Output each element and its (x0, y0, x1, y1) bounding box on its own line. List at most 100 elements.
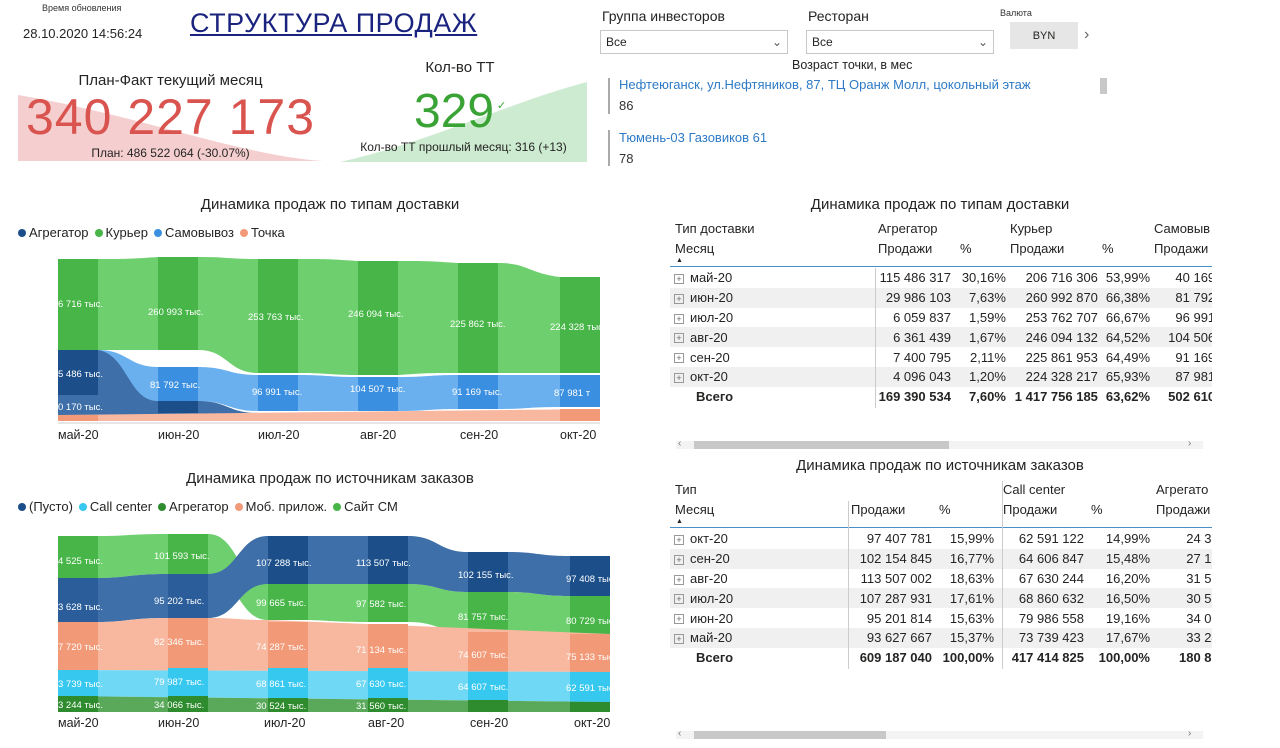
investors-slicer-label: Группа инвесторов (602, 8, 725, 24)
tt-kpi-background (340, 82, 587, 162)
x-tick: июл-20 (258, 428, 300, 442)
bar-aggregator (158, 401, 198, 413)
check-icon: ✓ (497, 100, 507, 112)
sort-arrow-icon[interactable]: ▲ (676, 518, 683, 525)
data-label: 253 763 тыс. (248, 312, 304, 323)
plan-kpi-flag: ! (308, 106, 312, 118)
legend-item[interactable]: Агрегатор (158, 499, 229, 514)
table-row[interactable]: + июн-20 29 986 103 7,63% 260 992 870 66,38% 8… (670, 287, 1212, 308)
data-label: 225 862 тыс. (450, 319, 506, 330)
bar-point (560, 409, 600, 421)
legend-item[interactable]: (Пусто) (18, 499, 73, 514)
table-row[interactable]: + сен-20 102 154 845 16,77% 64 606 847 15,48%… (670, 548, 1212, 569)
table-row[interactable]: + окт-20 4 096 043 1,20% 224 328 217 65,93% 87… (670, 366, 1212, 387)
table-row[interactable]: + май-20 115 486 317 30,16% 206 716 306 53,99… (670, 268, 1212, 288)
table-row[interactable]: + авг-20 113 507 002 18,63% 67 630 244 16,20%… (670, 569, 1212, 589)
scroll-right-icon[interactable]: › (1188, 438, 1192, 449)
bar-pickup (458, 375, 498, 409)
svg-text:3 739 тыс.: 3 739 тыс. (58, 679, 103, 690)
delivery-h-scrollbar[interactable] (676, 441, 1203, 449)
x-tick: май-20 (58, 716, 99, 730)
svg-text:64 607 тыс.: 64 607 тыс. (458, 682, 508, 693)
bar-pickup (158, 367, 198, 401)
table-row[interactable]: + июл-20 107 287 931 17,61% 68 860 632 16,50%… (670, 588, 1212, 609)
table-row[interactable]: + июл-20 6 059 837 1,59% 253 762 707 66,67% 96… (670, 308, 1212, 328)
currency-button[interactable]: BYN (1010, 22, 1078, 49)
delivery-table-title: Динамика продаж по типам доставки (810, 196, 1070, 213)
age-item-name[interactable]: Нефтеюганск, ул.Нефтяников, 87, ТЦ Оранж… (619, 77, 1031, 92)
scroll-left-icon[interactable]: ‹ (678, 438, 682, 449)
bar-courier (158, 257, 198, 350)
data-label: 224 328 тыс. (550, 322, 600, 333)
x-tick: июн-20 (158, 716, 200, 730)
delivery-chart-title: Динамика продаж по типам доставки (200, 196, 460, 213)
table-total-row: Всего 169 390 534 7,60% 1 417 756 185 63,62%… (696, 389, 1212, 405)
age-scrollbar[interactable] (1100, 78, 1107, 94)
plan-kpi-label: План-Факт текущий месяц (78, 72, 263, 89)
legend-item[interactable]: Курьер (94, 225, 148, 240)
page-title: СТРУКТУРА ПРОДАЖ (190, 8, 478, 38)
ribbon-aggregator (58, 350, 600, 417)
data-label: 87 981 т (554, 388, 591, 399)
bar-courier (258, 259, 298, 373)
table-row[interactable]: + июн-20 95 201 814 15,63% 79 986 558 19,16% 3… (670, 608, 1212, 628)
currency-label: Валюта (1000, 8, 1032, 18)
table-row[interactable]: + авг-20 6 361 439 1,67% 246 094 132 64,52% 10… (670, 327, 1212, 348)
source-h-scrollbar[interactable] (676, 731, 1203, 739)
svg-text:3 628 тыс.: 3 628 тыс. (58, 602, 103, 613)
source-chart-title: Динамика продаж по источникам заказов (186, 470, 474, 487)
tt-kpi-sub: Кол-во ТТ прошлый месяц: 316 (+13) (360, 140, 567, 154)
ribbon-point (58, 409, 600, 421)
tt-kpi-value: 329 (414, 85, 495, 138)
data-label: 91 169 тыс. (452, 387, 502, 398)
investors-slicer-value: Все (606, 35, 627, 49)
svg-text:67 630 тыс.: 67 630 тыс. (356, 679, 406, 690)
svg-text:31 560 тыс.: 31 560 тыс. (356, 701, 406, 712)
x-tick: май-20 (58, 428, 99, 442)
x-tick: июн-20 (158, 428, 200, 442)
sort-arrow-icon[interactable]: ▲ (676, 257, 683, 264)
data-label: 5 486 тыс. (58, 369, 103, 380)
delivery-chart-legend: Агрегатор Курьер Самовывоз Точка (18, 225, 285, 240)
x-tick: авг-20 (360, 428, 397, 442)
legend-item[interactable]: Моб. прилож. (234, 499, 327, 514)
chevron-down-icon: ⌄ (977, 35, 989, 49)
svg-text:102 155 тыс.: 102 155 тыс. (458, 570, 514, 581)
scroll-right-icon[interactable]: › (1188, 728, 1192, 739)
svg-text:101 593 тыс.: 101 593 тыс. (154, 551, 210, 562)
svg-text:30 524 тыс.: 30 524 тыс. (256, 701, 306, 712)
legend-item[interactable]: Самовывоз (153, 225, 234, 240)
svg-text:7 720 тыс.: 7 720 тыс. (58, 642, 103, 653)
data-label: 0 170 тыс. (58, 402, 103, 413)
table-row[interactable]: + май-20 93 627 667 15,37% 73 739 423 17,67% 3… (670, 627, 1212, 648)
delivery-ribbon-chart: 6 716 тыс. 260 993 тыс. 253 763 тыс. 246… (58, 257, 600, 424)
table-row[interactable]: + окт-20 97 407 781 15,99% 62 591 122 14,99% 2… (670, 529, 1212, 549)
chevron-right-icon[interactable]: › (1084, 26, 1090, 43)
x-tick: сен-20 (470, 716, 509, 730)
chevron-down-icon: ⌄ (771, 35, 783, 49)
restaurant-slicer[interactable]: Все ⌄ (806, 30, 994, 54)
legend-item[interactable]: Сайт СМ (333, 499, 398, 514)
table-row[interactable]: + сен-20 7 400 795 2,11% 225 861 953 64,49% 91… (670, 347, 1212, 367)
svg-text:113 507 тыс.: 113 507 тыс. (356, 558, 411, 569)
age-item-value: 86 (619, 98, 634, 113)
legend-item[interactable]: Call center (78, 499, 152, 514)
data-label: 81 792 тыс. (150, 380, 200, 391)
scroll-left-icon[interactable]: ‹ (678, 728, 682, 739)
svg-text:34 066 тыс.: 34 066 тыс. (154, 700, 204, 711)
bar-courier (560, 277, 600, 373)
legend-item[interactable]: Точка (239, 225, 285, 240)
age-item-name[interactable]: Тюмень-03 Газовиков 61 (619, 130, 768, 145)
svg-text:74 607 тыс.: 74 607 тыс. (458, 650, 508, 661)
svg-text:97 582 тыс.: 97 582 тыс. (356, 599, 406, 610)
legend-item[interactable]: Агрегатор (18, 225, 89, 240)
tt-kpi-label: Кол-во ТТ (425, 59, 495, 76)
age-item-marker (608, 130, 610, 166)
x-tick: июл-20 (264, 716, 306, 730)
bar-courier (58, 259, 98, 350)
bar-pickup (358, 377, 398, 411)
svg-text:95 202 тыс.: 95 202 тыс. (154, 596, 204, 607)
svg-text:81 757 тыс.: 81 757 тыс. (458, 612, 508, 623)
investors-slicer[interactable]: Все ⌄ (600, 30, 788, 54)
delivery-matrix: Тип доставки Месяц ▲ Агрегатор Продажи %… (670, 220, 1212, 456)
